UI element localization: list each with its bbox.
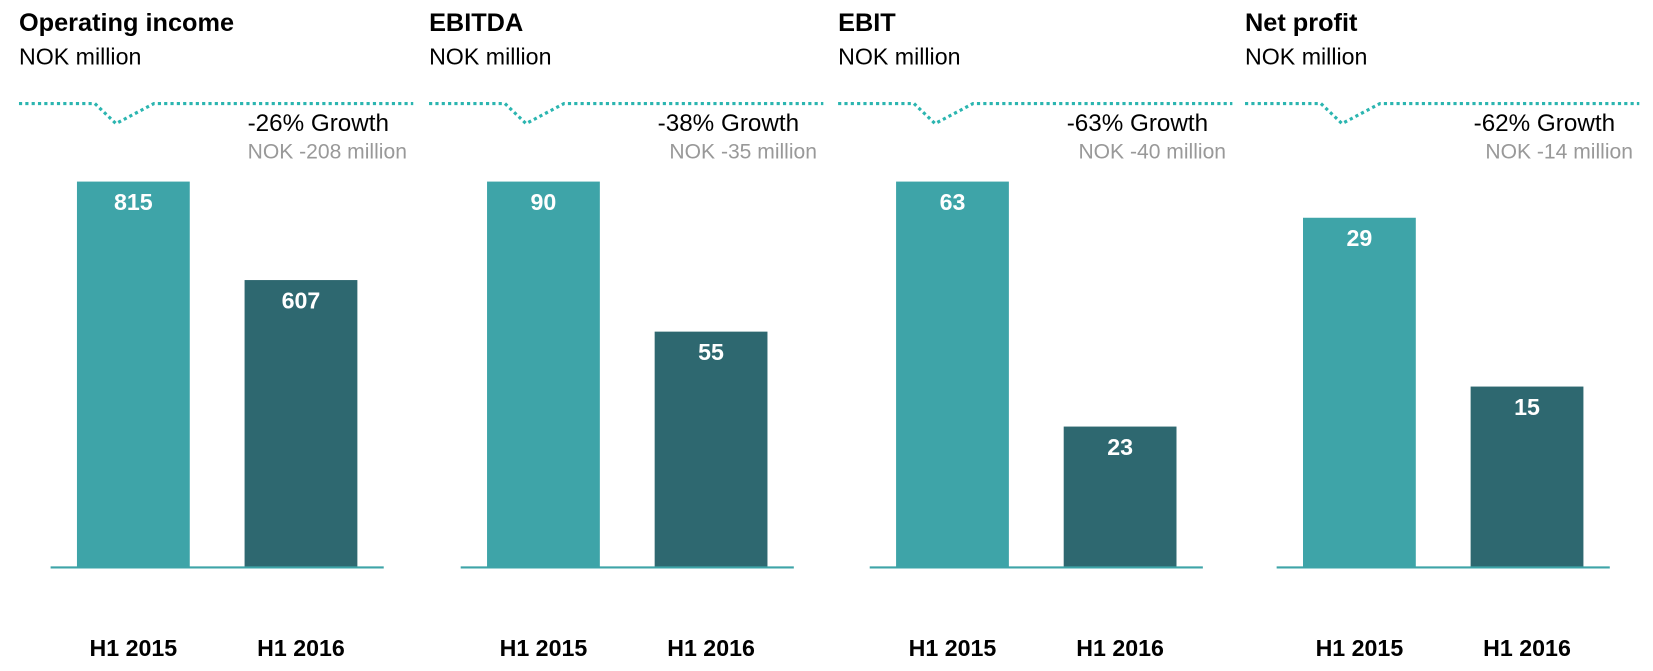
- bar: [654, 331, 768, 568]
- bar: [1063, 426, 1177, 568]
- bar: [1470, 386, 1584, 568]
- dotted-divider: [838, 101, 1233, 126]
- growth-subannotation: NOK -40 million: [1078, 140, 1226, 163]
- chart-title: EBITDA: [429, 9, 523, 37]
- chart-subtitle: NOK million: [19, 44, 141, 70]
- x-tick-label: H1 2016: [667, 635, 755, 661]
- x-tick-label: H1 2016: [257, 635, 345, 661]
- value-label: 63: [940, 189, 966, 215]
- dotted-divider: [429, 101, 824, 126]
- growth-annotation: -38% Growth: [658, 110, 799, 137]
- growth-annotation: -26% Growth: [248, 110, 389, 137]
- x-tick-label: H1 2015: [909, 635, 997, 661]
- x-tick-label: H1 2016: [1076, 635, 1164, 661]
- value-label: 23: [1107, 434, 1133, 460]
- growth-subannotation: NOK -35 million: [669, 140, 817, 163]
- bar: [896, 181, 1009, 568]
- value-label: 29: [1347, 225, 1373, 251]
- growth-annotation: -62% Growth: [1474, 110, 1615, 137]
- x-tick-label: H1 2016: [1483, 635, 1571, 661]
- chart-title: EBIT: [838, 9, 896, 37]
- bar: [487, 181, 600, 568]
- x-tick-label: H1 2015: [90, 635, 178, 661]
- growth-subannotation: NOK -14 million: [1485, 140, 1633, 163]
- x-tick-label: H1 2015: [1316, 635, 1404, 661]
- value-label: 607: [282, 288, 321, 314]
- chart-title: Operating income: [19, 9, 234, 37]
- x-tick-label: H1 2015: [500, 635, 588, 661]
- value-label: 90: [531, 189, 557, 215]
- growth-annotation: -63% Growth: [1067, 110, 1208, 137]
- value-label: 15: [1514, 394, 1540, 420]
- chart-subtitle: NOK million: [838, 44, 960, 70]
- bar: [244, 280, 358, 568]
- bar: [76, 181, 190, 568]
- value-label: 55: [698, 339, 724, 365]
- value-label: 815: [114, 189, 153, 215]
- dotted-divider: [1245, 101, 1640, 126]
- chart-subtitle: NOK million: [429, 44, 551, 70]
- chart-title: Net profit: [1245, 9, 1358, 37]
- growth-subannotation: NOK -208 million: [248, 140, 407, 163]
- dotted-divider: [18, 101, 414, 126]
- chart-subtitle: NOK million: [1245, 44, 1367, 70]
- bar: [1303, 217, 1416, 568]
